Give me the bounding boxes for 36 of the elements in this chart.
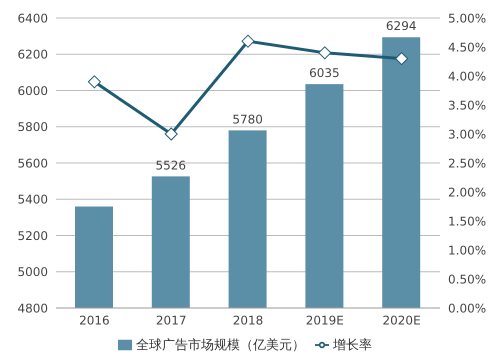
y-tick-label: 6200 [17,48,48,62]
y-tick-label: 5400 [17,192,48,207]
point [242,34,254,48]
y2-tick-label: 1.50% [448,214,486,228]
x-tick-label: 2017 [156,314,186,328]
x-tick-label: 2016 [79,314,110,328]
y-tick-label: 4800 [17,301,48,316]
data-label: 6294 [386,19,416,34]
y2-tick-label: 3.50% [448,98,486,112]
y2-tick-label: 4.50% [448,40,486,54]
y2-tick-label: 0.50% [448,272,486,286]
data-label: 5526 [156,158,186,172]
x-tick-label: 2019E [306,314,344,328]
point [395,52,408,66]
y-tick-label: 5800 [17,120,48,134]
y2-tick-label: 3.00% [448,127,486,142]
y2-tick-label: 5.00% [448,11,486,26]
data-label: 6035 [309,66,340,80]
y2-tick-label: 4.00% [448,69,486,84]
y-tick-label: 5600 [17,156,48,170]
y2-tick-label: 2.50% [448,156,486,170]
y-tick-label: 6400 [17,11,48,26]
point [88,75,101,88]
legend-label: 增长率 [333,338,372,353]
data-label: 5780 [232,112,263,126]
y-tick-label: 6000 [17,84,48,98]
y-tick-label: 5000 [17,265,48,280]
y2-tick-label: 0.00% [448,301,486,316]
x-tick-label: 2020E [382,314,421,328]
y-tick-label: 5200 [17,228,48,243]
point [318,46,332,60]
y2-tick-label: 1.00% [448,243,486,258]
y2-tick-label: 2.00% [448,185,486,200]
legend-label: 全球广告市场规模（亿美元） [136,338,305,353]
x-tick-label: 2018 [232,314,264,328]
point [164,128,178,140]
